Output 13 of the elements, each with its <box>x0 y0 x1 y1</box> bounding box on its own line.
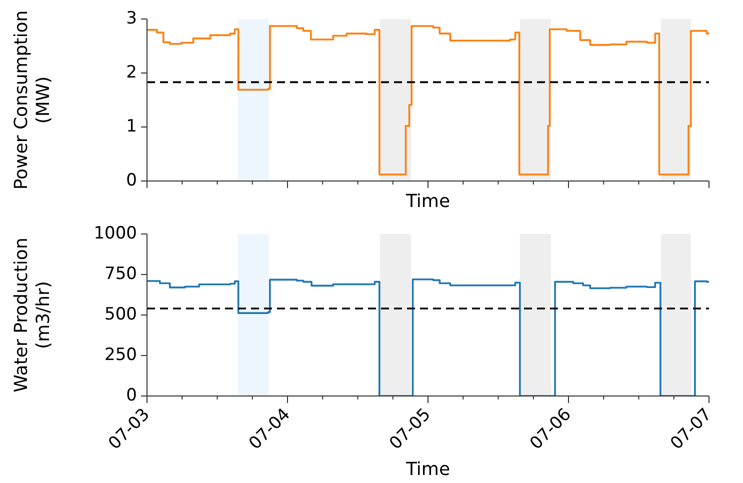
y-axis-title: Power Consumption (MW) <box>11 10 54 190</box>
y-tick-label: 500 <box>104 304 137 325</box>
y-axis-title: Water Production (m3/hr) <box>11 238 54 392</box>
y-tick-label: 750 <box>104 264 137 284</box>
y-tick-label: 0 <box>126 386 137 406</box>
x-axis-title: Time <box>404 191 450 212</box>
y-tick-label: 1000 <box>94 224 137 244</box>
y-tick-label: 1 <box>126 116 137 137</box>
y-tick-label: 2 <box>126 62 137 83</box>
x-axis-title: Time <box>404 459 450 480</box>
y-tick-label: 3 <box>126 8 137 29</box>
y-tick-label: 250 <box>104 345 137 366</box>
y-tick-label: 0 <box>126 170 137 191</box>
